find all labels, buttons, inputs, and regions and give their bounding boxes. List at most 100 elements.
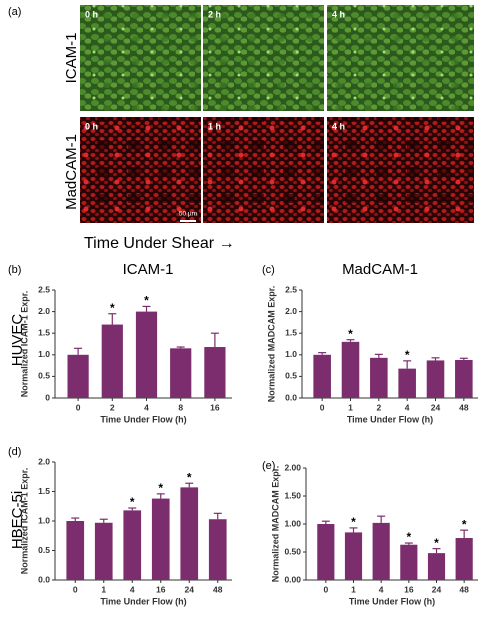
significance-marker: * — [348, 327, 353, 341]
bar — [151, 498, 170, 580]
x-tick-label: 8 — [178, 402, 183, 412]
panel-label: (e) — [262, 460, 275, 472]
y-tick-label: 0.5 — [285, 371, 297, 381]
bar — [398, 368, 416, 398]
bar — [372, 522, 390, 580]
time-label: 4 h — [332, 9, 345, 19]
bar — [94, 522, 113, 580]
significance-marker: * — [434, 536, 439, 550]
row-label: HUVEC — [9, 314, 26, 367]
y-tick-label: 1.5 — [285, 327, 297, 337]
bar — [400, 544, 418, 580]
y-tick-label: 2.0 — [285, 306, 297, 316]
significance-marker: * — [462, 517, 467, 531]
bar — [370, 357, 388, 398]
time-label: 0 h — [85, 9, 98, 19]
bar — [455, 538, 473, 580]
x-tick-label: 0 — [73, 584, 78, 594]
y-axis-label: Normalized ICAM-1 Expr. — [19, 468, 29, 575]
bar — [170, 348, 192, 398]
bar — [341, 341, 360, 398]
x-axis-label: Time Under Flow (h) — [100, 596, 186, 606]
x-tick-label: 0 — [323, 584, 328, 594]
time-label: 2 h — [208, 9, 221, 19]
x-tick-label: 48 — [459, 584, 469, 594]
time-label: 4 h — [332, 121, 345, 131]
significance-marker: * — [158, 481, 163, 495]
y-tick-label: 1.0 — [38, 349, 50, 359]
panel-label: (b) — [8, 264, 21, 276]
y-tick-label: 2.5 — [38, 284, 50, 294]
scale-bar-label: 50 µm — [179, 211, 197, 218]
micrograph-overlay — [203, 5, 324, 111]
y-tick-label: 0.0 — [285, 392, 297, 402]
micrographs — [80, 5, 474, 223]
bar — [455, 359, 473, 398]
x-tick-label: 1 — [351, 584, 356, 594]
bar — [67, 354, 89, 398]
x-axis-label: Time Under Flow (h) — [347, 414, 433, 424]
bar — [123, 510, 142, 580]
y-axis-label: Normalized MADCAM Expr. — [266, 286, 276, 403]
panel-label: (a) — [8, 6, 21, 18]
significance-marker: * — [187, 470, 192, 484]
x-tick-label: 1 — [348, 402, 353, 412]
y-tick-label: 1.50 — [284, 490, 301, 500]
x-tick-label: 4 — [130, 584, 135, 594]
x-axis-label: Time Under Flow (h) — [100, 414, 186, 424]
bar — [66, 521, 85, 580]
chart-title: MadCAM-1 — [342, 261, 418, 278]
significance-marker: * — [110, 301, 115, 315]
x-tick-label: 4 — [144, 402, 149, 412]
bar — [135, 311, 158, 398]
time-label: 0 h — [85, 121, 98, 131]
significance-marker: * — [144, 294, 149, 308]
x-tick-label: 48 — [213, 584, 223, 594]
significance-marker: * — [130, 495, 135, 509]
bar — [344, 532, 363, 580]
row-label: MadCAM-1 — [63, 134, 80, 210]
x-axis-label: Time Under Flow (h) — [349, 596, 435, 606]
y-tick-label: 2.0 — [38, 456, 50, 466]
y-tick-label: 1.00 — [284, 518, 301, 528]
bar — [427, 553, 446, 580]
y-tick-label: 0.00 — [284, 574, 301, 584]
y-tick-label: 0.5 — [38, 371, 50, 381]
y-tick-label: 0 — [45, 392, 50, 402]
x-axis-label: Time Under Shear → — [84, 235, 235, 252]
x-tick-label: 2 — [110, 402, 115, 412]
bar — [313, 354, 331, 398]
x-tick-label: 24 — [185, 584, 195, 594]
y-tick-label: 2.5 — [285, 284, 297, 294]
bar — [180, 487, 199, 580]
y-tick-label: 1.0 — [285, 349, 297, 359]
x-tick-label: 16 — [404, 584, 414, 594]
micrograph-overlay — [327, 5, 474, 111]
x-tick-label: 48 — [459, 402, 469, 412]
bar — [204, 347, 226, 398]
bar — [208, 519, 227, 580]
x-tick-label: 24 — [431, 402, 441, 412]
y-tick-label: 1.5 — [38, 486, 50, 496]
micrograph-overlay — [327, 117, 474, 223]
x-tick-label: 4 — [405, 402, 410, 412]
bar — [317, 524, 335, 580]
y-tick-label: 0.0 — [38, 574, 50, 584]
y-tick-label: 0.50 — [284, 546, 301, 556]
y-tick-label: 0.5 — [38, 545, 50, 555]
x-tick-label: 0 — [76, 402, 81, 412]
y-axis-label: Normalized ICAM-1 Expr. — [19, 291, 29, 398]
panel-label: (c) — [262, 264, 275, 276]
row-label: ICAM-1 — [63, 33, 80, 84]
y-tick-label: 1.0 — [38, 515, 50, 525]
x-tick-label: 24 — [432, 584, 442, 594]
micrograph-overlay — [80, 5, 201, 111]
x-tick-label: 16 — [156, 584, 166, 594]
x-tick-label: 1 — [101, 584, 106, 594]
chart-title: ICAM-1 — [123, 261, 174, 278]
x-tick-label: 16 — [210, 402, 220, 412]
panel-label: (d) — [8, 446, 21, 458]
bar — [101, 324, 123, 398]
row-label: HBEC-5i — [9, 491, 26, 549]
